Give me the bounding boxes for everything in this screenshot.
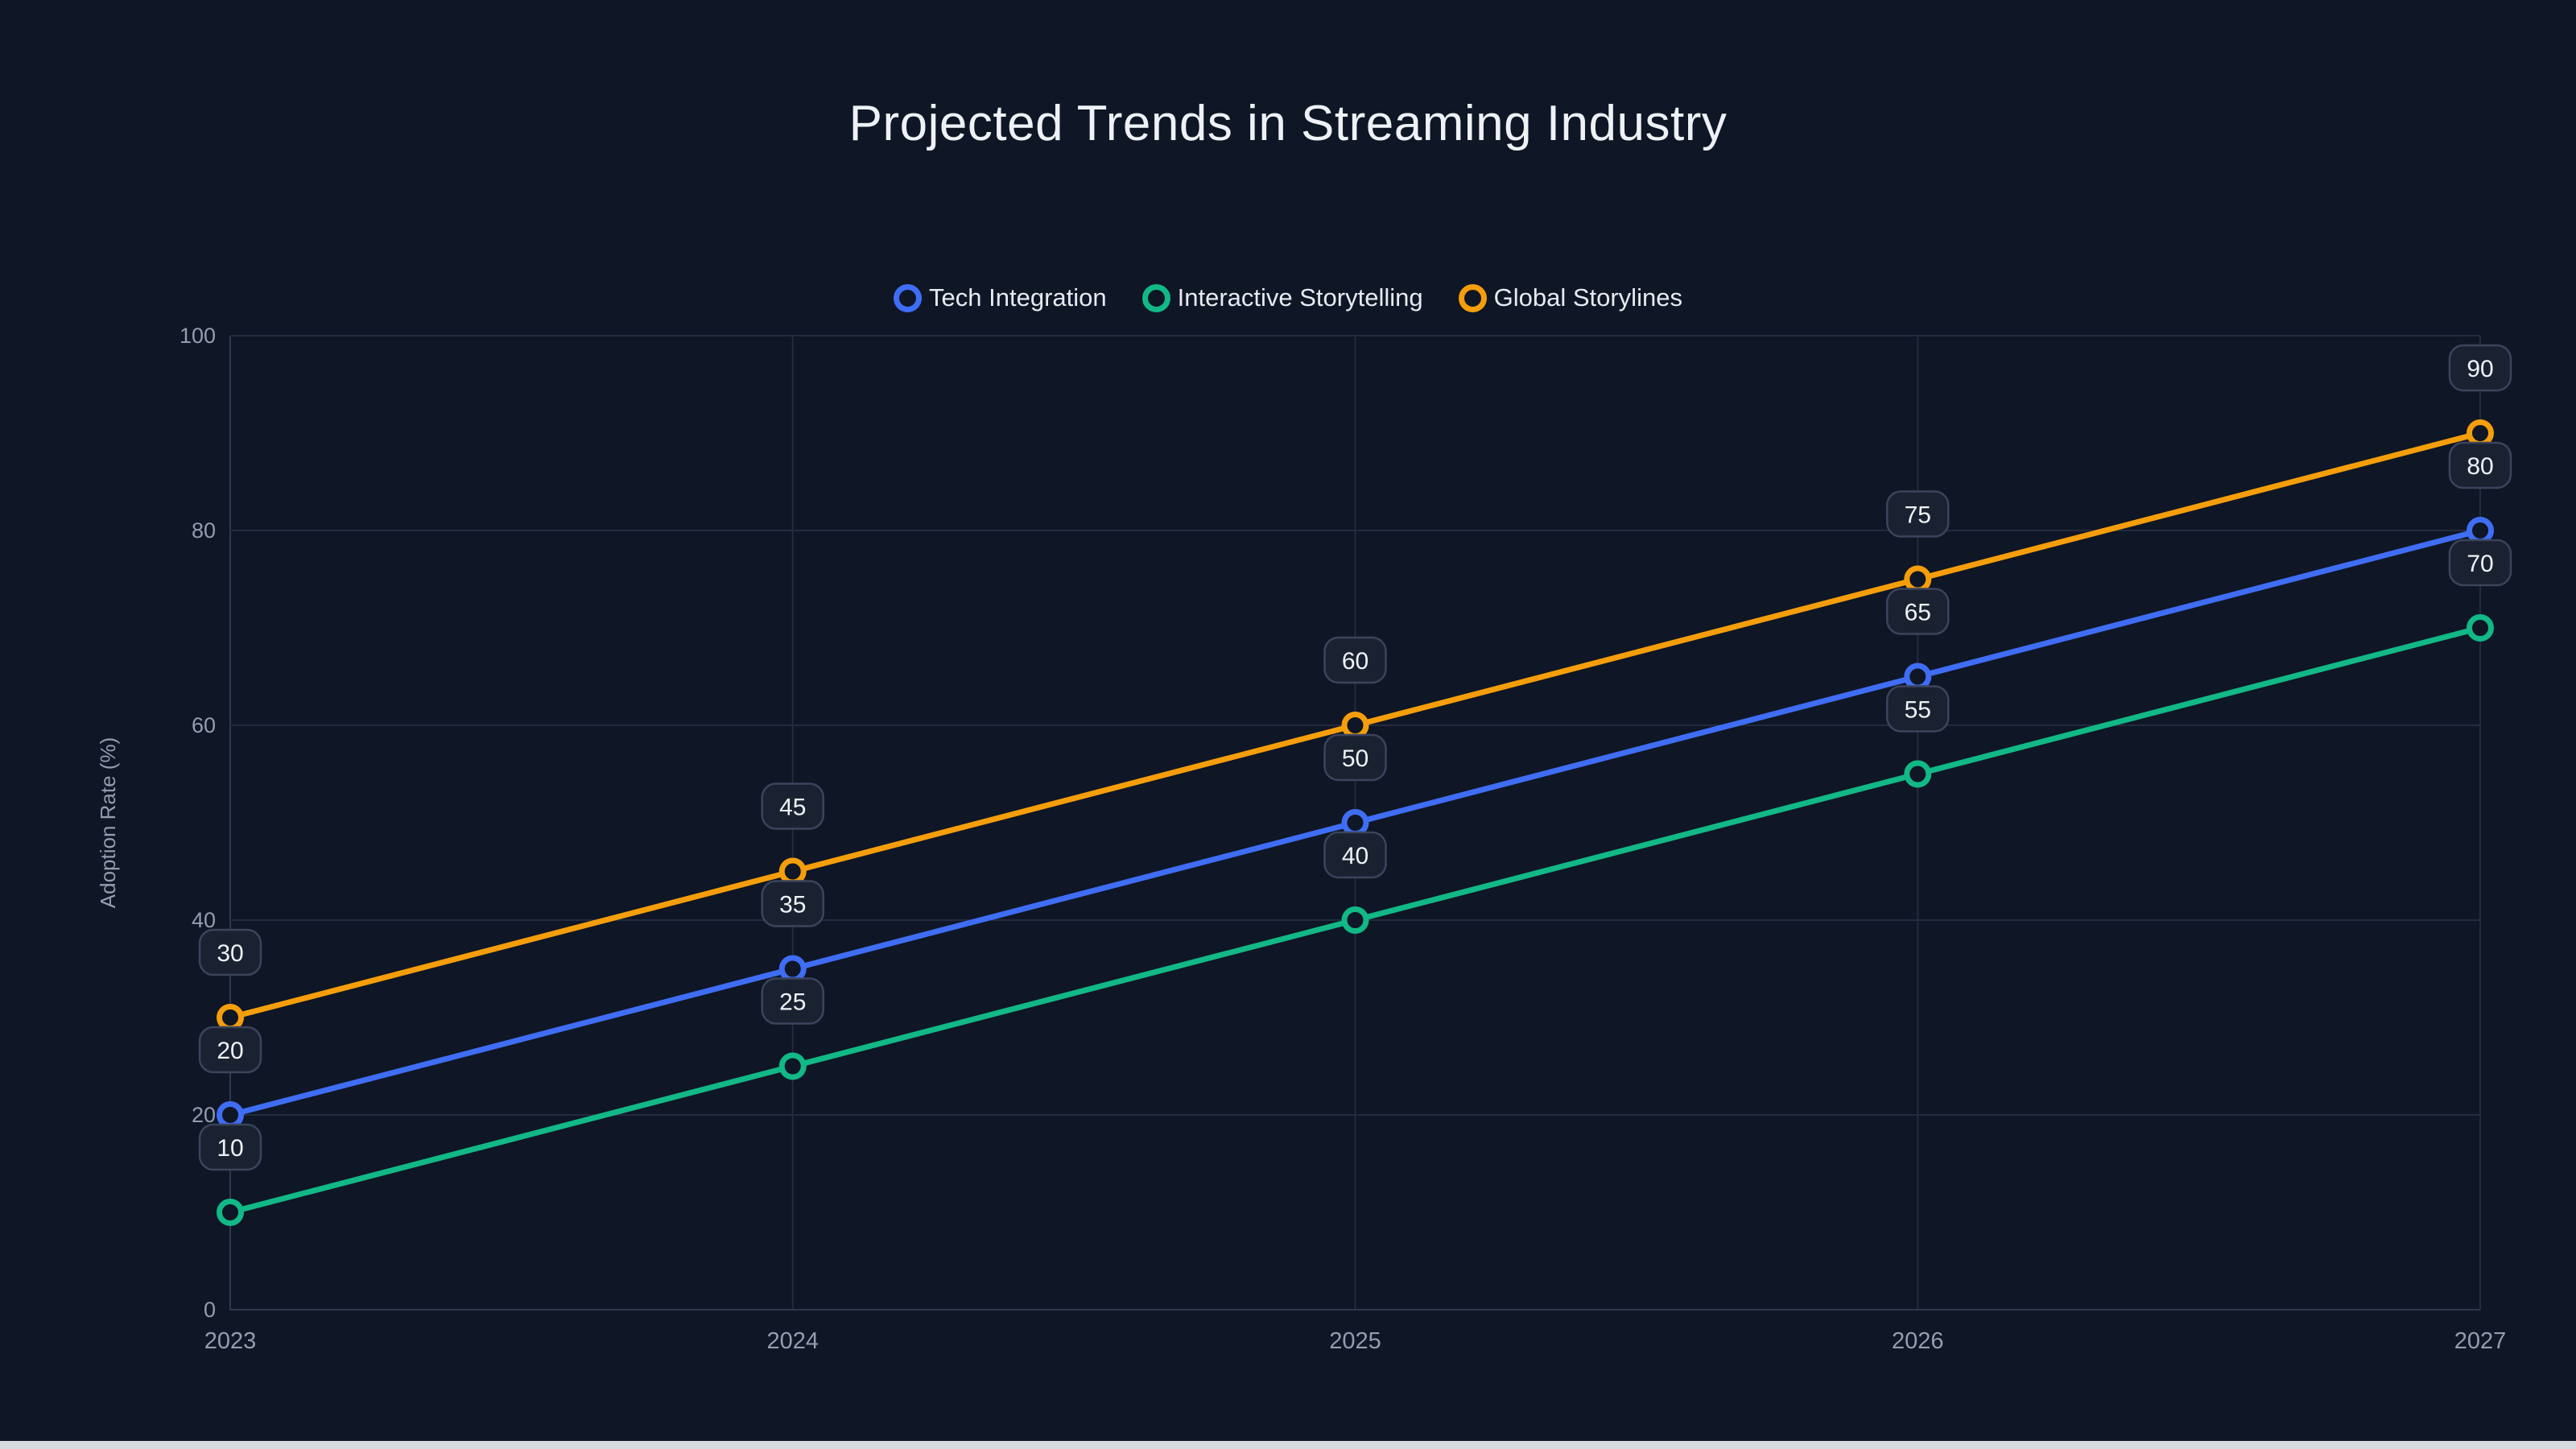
data-point-interactive-storytelling[interactable] bbox=[1341, 906, 1369, 934]
legend-item-tech-integration[interactable]: Tech Integration bbox=[894, 283, 1107, 312]
value-badge bbox=[198, 1026, 262, 1074]
value-badge-label: 90 bbox=[2467, 356, 2493, 382]
value-badge-label: 40 bbox=[1342, 843, 1368, 869]
y-axis-title: Adoption Rate (%) bbox=[96, 737, 120, 908]
value-badge bbox=[2448, 344, 2512, 392]
data-point-global-storylines[interactable] bbox=[2467, 419, 2494, 447]
data-point-tech-integration[interactable] bbox=[778, 955, 807, 983]
data-point-interactive-storytelling[interactable] bbox=[778, 1052, 807, 1080]
value-badge bbox=[198, 1123, 262, 1171]
data-point-global-storylines[interactable] bbox=[1341, 712, 1369, 739]
legend-ring-icon bbox=[894, 283, 923, 312]
value-badge bbox=[2448, 539, 2512, 587]
value-badge-label: 35 bbox=[779, 892, 806, 919]
data-point-tech-integration[interactable] bbox=[1341, 809, 1369, 836]
data-point-interactive-storytelling[interactable] bbox=[1904, 760, 1932, 788]
x-axis-tick-label: 2025 bbox=[1329, 1328, 1381, 1354]
value-badge-label: 25 bbox=[779, 989, 806, 1016]
legend-item-label: Tech Integration bbox=[929, 283, 1107, 312]
value-badge bbox=[1323, 831, 1387, 879]
data-point-global-storylines[interactable] bbox=[217, 1004, 244, 1031]
data-point-tech-integration[interactable] bbox=[2467, 517, 2494, 544]
y-axis-tick-label: 100 bbox=[180, 324, 216, 348]
legend-ring-icon bbox=[1458, 283, 1487, 312]
value-badge bbox=[1886, 685, 1950, 733]
page-bottom-strip bbox=[0, 1441, 2576, 1449]
value-badge-label: 80 bbox=[2467, 453, 2493, 480]
y-axis-tick-label: 80 bbox=[192, 518, 216, 543]
value-badge bbox=[1323, 733, 1387, 782]
chart-legend: Tech Integration Interactive Storytelling… bbox=[0, 283, 2576, 312]
x-axis-tick-label: 2023 bbox=[204, 1328, 257, 1354]
x-axis-tick-label: 2024 bbox=[766, 1328, 819, 1354]
value-badge bbox=[1323, 636, 1387, 684]
value-badge-label: 75 bbox=[1905, 502, 1931, 529]
value-badge bbox=[2448, 441, 2512, 489]
x-axis-tick-label: 2026 bbox=[1892, 1328, 1944, 1354]
data-point-global-storylines[interactable] bbox=[1904, 565, 1932, 593]
value-badge bbox=[761, 977, 824, 1025]
data-point-tech-integration[interactable] bbox=[217, 1101, 244, 1129]
y-axis-tick-label: 20 bbox=[192, 1103, 216, 1127]
value-badge-label: 60 bbox=[1342, 648, 1368, 675]
legend-item-label: Interactive Storytelling bbox=[1177, 283, 1423, 312]
y-axis-tick-label: 40 bbox=[192, 908, 216, 932]
x-axis-tick-label: 2027 bbox=[2454, 1328, 2507, 1354]
value-badge bbox=[1886, 588, 1950, 635]
y-axis-tick-label: 60 bbox=[192, 713, 216, 737]
data-point-tech-integration[interactable] bbox=[1904, 663, 1932, 691]
value-badge-label: 20 bbox=[217, 1038, 243, 1064]
value-badge bbox=[1886, 490, 1950, 538]
value-badge-label: 30 bbox=[217, 940, 243, 967]
value-badge-label: 10 bbox=[217, 1135, 243, 1162]
legend-ring-icon bbox=[1141, 283, 1170, 312]
value-badge-label: 65 bbox=[1905, 600, 1931, 626]
legend-item-global-storylines[interactable]: Global Storylines bbox=[1458, 283, 1682, 312]
legend-item-interactive-storytelling[interactable]: Interactive Storytelling bbox=[1141, 283, 1423, 312]
y-axis-tick-label: 0 bbox=[204, 1298, 216, 1322]
data-point-interactive-storytelling[interactable] bbox=[2467, 614, 2494, 642]
legend-item-label: Global Storylines bbox=[1493, 283, 1682, 312]
value-badge-label: 70 bbox=[2467, 551, 2493, 577]
chart-title: Projected Trends in Streaming Industry bbox=[848, 96, 1728, 151]
value-badge-label: 45 bbox=[779, 795, 806, 821]
value-badge-label: 55 bbox=[1905, 697, 1931, 724]
value-badge-label: 50 bbox=[1342, 745, 1368, 772]
data-point-global-storylines[interactable] bbox=[778, 857, 807, 886]
data-point-interactive-storytelling[interactable] bbox=[217, 1199, 244, 1226]
value-badge bbox=[761, 880, 824, 927]
value-badge bbox=[198, 928, 262, 976]
value-badge bbox=[761, 782, 824, 830]
